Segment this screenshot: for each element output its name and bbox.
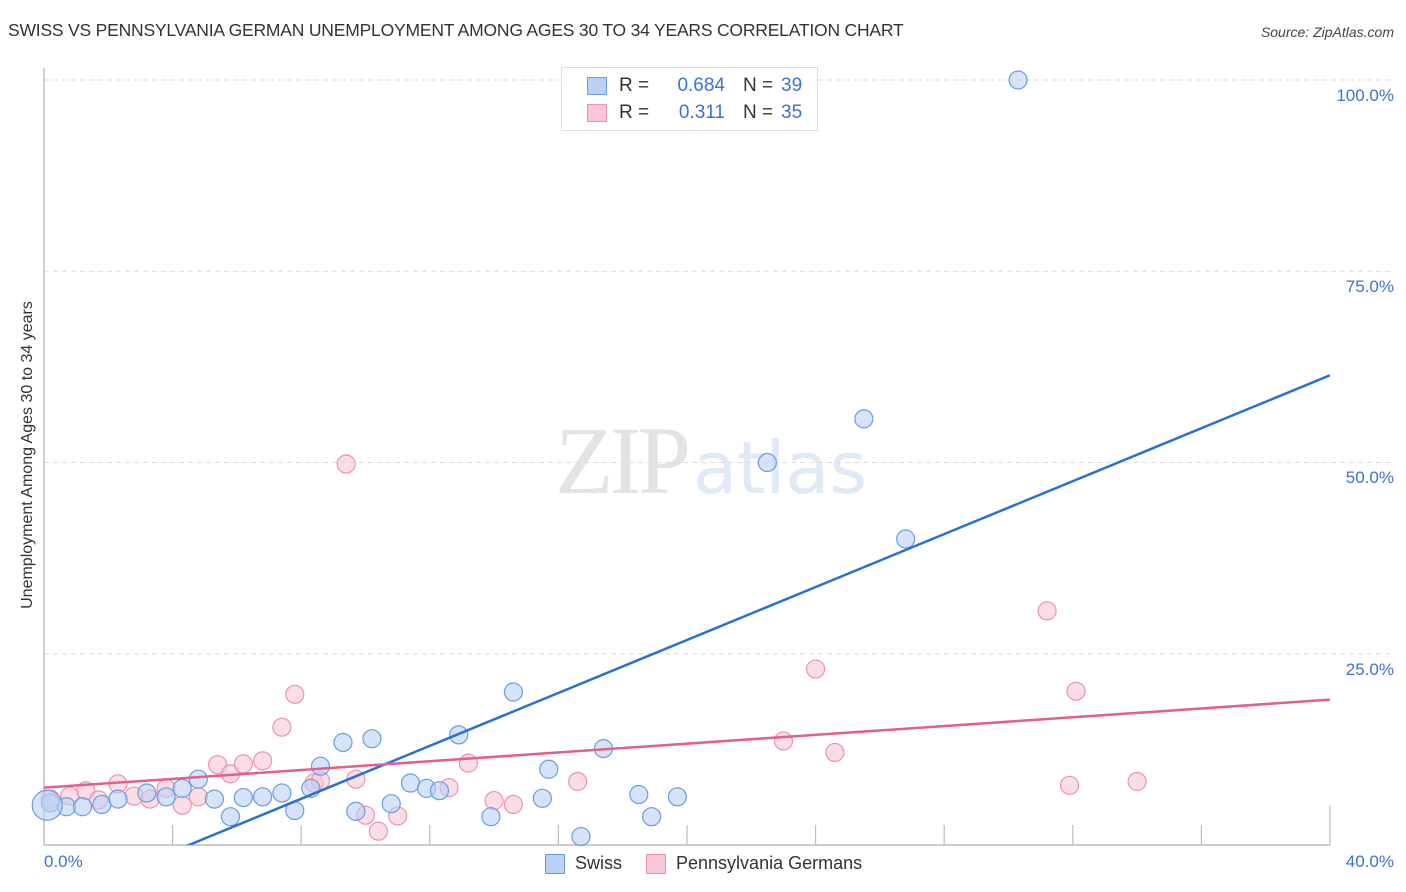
y-tick-75: 75.0% bbox=[1345, 277, 1394, 296]
trendlines bbox=[44, 374, 1330, 845]
x-tick-0: 0.0% bbox=[44, 852, 83, 871]
legend-item-swiss[interactable]: Swiss bbox=[545, 853, 622, 874]
swiss-legend-swatch-icon bbox=[545, 853, 565, 874]
y-tick-100: 100.0% bbox=[1336, 86, 1394, 105]
pa-n-value: 35 bbox=[781, 102, 803, 123]
series-legend: Swiss Pennsylvania Germans bbox=[545, 853, 886, 874]
pa-swatch-icon bbox=[587, 104, 607, 122]
y-axis-label: Unemployment Among Ages 30 to 34 years bbox=[19, 301, 36, 609]
pa-legend-swatch-icon bbox=[646, 853, 667, 874]
source-label: Source: ZipAtlas.com bbox=[1260, 24, 1394, 40]
legend-item-pennsylvania-germans[interactable]: Pennsylvania Germans bbox=[646, 853, 862, 874]
swiss-r-value: 0.684 bbox=[677, 75, 725, 96]
correlation-legend: R = 0.684 N = 39 R = 0.311 N = 35 bbox=[561, 67, 818, 131]
y-tick-50: 50.0% bbox=[1345, 468, 1394, 487]
chart-title: SWISS VS PENNSYLVANIA GERMAN UNEMPLOYMEN… bbox=[8, 20, 904, 40]
legend-row-pennsylvania-germans: R = 0.311 N = 35 bbox=[587, 101, 802, 125]
pa-r-value: 0.311 bbox=[678, 102, 725, 123]
x-tick-40: 40.0% bbox=[1345, 852, 1394, 871]
gridlines bbox=[44, 79, 1390, 655]
y-tick-25: 25.0% bbox=[1345, 660, 1394, 679]
swiss-swatch-icon bbox=[587, 77, 607, 95]
axes bbox=[43, 68, 1331, 846]
legend-row-swiss: R = 0.684 N = 39 bbox=[587, 74, 802, 98]
swiss-points bbox=[31, 70, 1028, 847]
swiss-n-value: 39 bbox=[781, 75, 803, 96]
